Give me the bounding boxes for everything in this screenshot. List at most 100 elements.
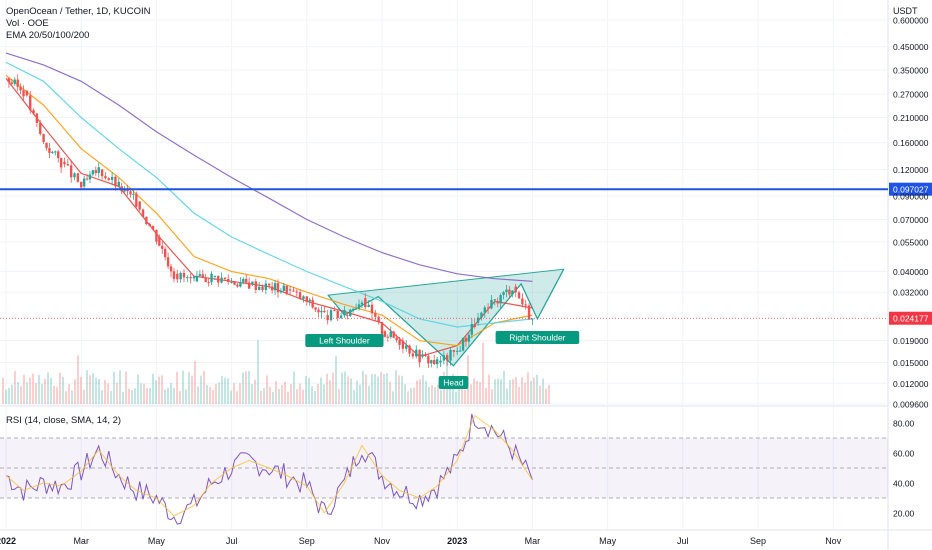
price-tick-label: 0.040000 xyxy=(893,267,929,277)
volume-bar xyxy=(8,387,10,404)
volume-bar xyxy=(281,384,283,404)
left-shoulder-label-bg xyxy=(305,334,384,347)
volume-bar xyxy=(395,370,397,404)
volume-bar xyxy=(230,390,232,404)
volume-bar xyxy=(302,389,304,404)
candle-body xyxy=(339,315,343,318)
volume-bar xyxy=(335,356,337,404)
candle-body xyxy=(514,286,517,293)
price-tick-label: 0.009600 xyxy=(893,400,929,410)
volume-bar xyxy=(62,376,64,404)
time-tick-label: Mar xyxy=(525,536,541,546)
candle-body xyxy=(490,299,493,309)
candle-body xyxy=(452,349,456,352)
head-label: Head xyxy=(443,378,464,388)
price-tick-label: 0.600000 xyxy=(893,16,929,26)
right-shoulder-label-bg xyxy=(495,331,580,344)
candle-body xyxy=(364,298,367,308)
candle-body xyxy=(217,275,220,283)
candle-body xyxy=(88,174,92,180)
candle-body xyxy=(395,337,398,341)
candle-body xyxy=(148,224,151,227)
volume-bar xyxy=(248,370,250,404)
price-tick-label: 0.120000 xyxy=(893,165,929,175)
candle-body xyxy=(245,278,248,283)
candle-body xyxy=(48,148,51,153)
candle-body xyxy=(386,336,390,338)
candle-body xyxy=(374,313,377,317)
volume-bar xyxy=(473,378,475,404)
candle-body xyxy=(285,285,288,295)
price-tick-label: 0.160000 xyxy=(893,138,929,148)
candle-body xyxy=(138,201,141,210)
volume-bar xyxy=(401,375,403,404)
time-tick-label: 2023 xyxy=(447,536,467,546)
candle-body xyxy=(323,310,326,313)
candle-body xyxy=(227,278,230,282)
candle-body xyxy=(346,315,349,317)
ema-line-ema100 xyxy=(5,61,533,328)
candle-body xyxy=(230,281,233,283)
volume-bar xyxy=(386,373,388,404)
volume-bar xyxy=(104,380,106,404)
candle-body xyxy=(398,340,401,345)
time-tick-label: May xyxy=(148,536,166,546)
candle-body xyxy=(458,350,462,352)
volume-bar xyxy=(428,387,430,404)
candle-body xyxy=(424,354,427,357)
volume-bar xyxy=(503,370,505,404)
volume-bar xyxy=(137,374,139,404)
volume-bar xyxy=(233,383,235,404)
volume-bar xyxy=(50,377,52,404)
candle-body xyxy=(97,167,100,173)
candle-body xyxy=(254,281,258,290)
left-shoulder-label: Left Shoulder xyxy=(319,336,370,346)
volume-bar xyxy=(359,384,361,404)
price-tick-label: 0.019000 xyxy=(893,336,929,346)
rsi-legend[interactable]: RSI (14, close, SMA, 14, 2) xyxy=(6,415,122,426)
volume-bar xyxy=(314,391,316,404)
volume-bar xyxy=(509,380,511,404)
volume-bar xyxy=(518,387,520,404)
volume-legend[interactable]: Vol · OOE xyxy=(6,18,49,29)
current-price-label: 0.024177 xyxy=(893,314,929,324)
candle-body xyxy=(308,299,311,302)
volume-bar xyxy=(263,388,265,404)
candle-body xyxy=(367,304,370,308)
candle-body xyxy=(182,272,186,278)
candle-body xyxy=(273,283,277,291)
candle-body xyxy=(433,360,436,365)
ema-legend[interactable]: EMA 20/50/100/200 xyxy=(6,30,90,41)
candle-body xyxy=(82,178,86,187)
volume-bar xyxy=(479,381,481,404)
volume-bar xyxy=(239,383,241,404)
volume-bar xyxy=(122,391,124,404)
volume-bar xyxy=(278,389,280,404)
rsi-tick-label: 40.00 xyxy=(893,479,915,489)
candle-body xyxy=(377,316,380,322)
candle-body xyxy=(445,355,449,361)
volume-bar xyxy=(23,374,25,404)
candle-body xyxy=(418,349,421,363)
volume-bar xyxy=(272,391,274,404)
price-tick-label: 0.015000 xyxy=(893,358,929,368)
candle-body xyxy=(302,296,305,300)
candle-body xyxy=(505,289,508,292)
candle-body xyxy=(145,216,148,225)
ema-line-ema50 xyxy=(5,75,533,347)
volume-bar xyxy=(527,372,529,404)
time-tick-label: Jul xyxy=(677,536,689,546)
volume-bar xyxy=(215,383,217,404)
volume-bar xyxy=(380,372,382,404)
volume-bar xyxy=(41,383,43,404)
price-tick-label: 0.450000 xyxy=(893,42,929,52)
volume-bar xyxy=(524,382,526,404)
candle-body xyxy=(276,283,280,293)
candle-body xyxy=(517,292,521,299)
candle-body xyxy=(39,122,42,135)
candle-body xyxy=(442,355,446,361)
symbol-legend[interactable]: OpenOcean / Tether, 1D, KUCOIN xyxy=(6,6,151,17)
candle-body xyxy=(467,334,471,342)
candle-body xyxy=(279,290,283,293)
